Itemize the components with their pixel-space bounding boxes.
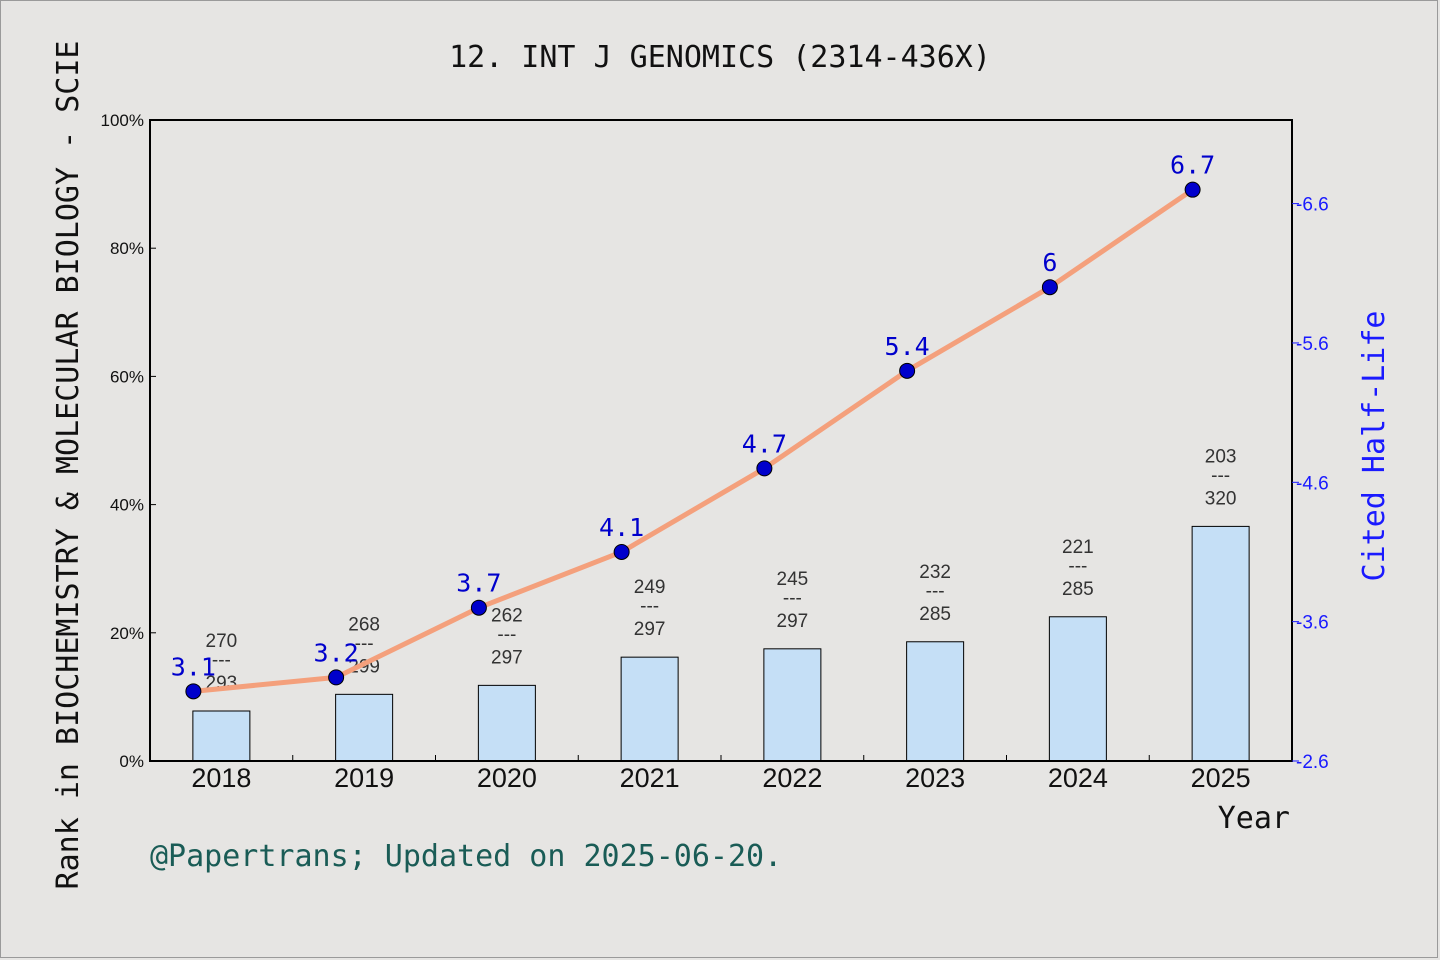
x-tick-label: 2025 <box>1191 763 1251 793</box>
line-series: 3.1 3.2 3.7 4.1 4.7 5.4 6 6.7 <box>171 151 1215 700</box>
line-point <box>185 683 202 700</box>
chart-title: 12. INT J GENOMICS (2314-436X) <box>449 40 991 75</box>
total-label: 285 <box>1062 579 1094 600</box>
rank-label: 268 <box>348 614 380 635</box>
right-tick-label: -2.6 <box>1296 752 1329 773</box>
x-tick-label: 2022 <box>762 763 822 793</box>
x-axis-ticks: 2018 2019 2020 2021 2022 2023 2024 2025 <box>149 755 1251 793</box>
rank-separator: --- <box>640 596 659 617</box>
half-life-line <box>193 187 1195 694</box>
bar <box>1191 525 1250 762</box>
total-label: 297 <box>634 619 666 640</box>
rank-separator: --- <box>783 588 802 609</box>
rank-label: 245 <box>777 569 809 590</box>
line-point <box>756 460 773 477</box>
x-tick-label: 2020 <box>477 763 537 793</box>
y-axis-ticks: 0% 20% 40% 60% 80% 100% <box>101 111 156 771</box>
right-tick-label: -4.6 <box>1296 473 1329 494</box>
line-value-label: 3.2 <box>314 638 359 667</box>
y-tick-label: 20% <box>110 624 144 643</box>
line-value-label: 6.7 <box>1170 151 1215 180</box>
line-value-label: 5.4 <box>885 332 930 361</box>
line-value-label: 4.1 <box>599 513 644 542</box>
total-label: 320 <box>1205 488 1237 509</box>
y-axis-label: Rank in BIOCHEMISTRY & MOLECULAR BIOLOGY… <box>51 41 86 890</box>
y-tick-label: 0% <box>119 752 144 771</box>
rank-label: 262 <box>491 605 523 626</box>
right-axis-label: Cited Half-Life <box>1357 311 1392 582</box>
line-point <box>1184 181 1201 198</box>
line-value-label: 3.1 <box>171 652 216 681</box>
x-tick-label: 2024 <box>1048 763 1108 793</box>
x-tick-label: 2023 <box>905 763 965 793</box>
bar <box>906 641 965 762</box>
rank-separator: --- <box>212 650 231 671</box>
x-tick-label: 2019 <box>334 763 394 793</box>
rank-label: 270 <box>206 631 238 652</box>
rank-separator: --- <box>1211 465 1230 486</box>
bar <box>620 656 679 762</box>
bar <box>763 648 822 762</box>
rank-label: 249 <box>634 577 666 598</box>
x-tick-label: 2018 <box>191 763 251 793</box>
rank-separator: --- <box>926 581 945 602</box>
line-value-label: 4.7 <box>742 429 787 458</box>
rank-label: 232 <box>919 562 951 583</box>
rank-separator: --- <box>355 633 374 654</box>
total-label: 285 <box>919 604 951 625</box>
line-point <box>613 543 630 560</box>
bar <box>192 710 251 762</box>
line-point <box>899 362 916 379</box>
bar <box>335 693 394 762</box>
total-label: 297 <box>777 611 809 632</box>
bar-series <box>192 525 1250 762</box>
line-value-label: 6 <box>1042 248 1057 277</box>
right-axis-ticks: -2.6 -3.6 -4.6 -5.6 -6.6 <box>1292 195 1329 773</box>
y-tick-label: 100% <box>101 111 144 130</box>
right-tick-label: -3.6 <box>1296 613 1329 634</box>
line-point <box>1041 279 1058 296</box>
rank-separator: --- <box>1068 556 1087 577</box>
bar <box>1048 616 1107 762</box>
line-value-label: 3.7 <box>456 569 501 598</box>
y-tick-label: 60% <box>110 367 144 386</box>
x-tick-label: 2021 <box>620 763 680 793</box>
update-note: @Papertrans; Updated on 2025-06-20. <box>150 839 782 874</box>
bar <box>477 684 536 762</box>
rank-label: 203 <box>1205 446 1237 467</box>
line-point <box>470 599 487 616</box>
rank-label: 221 <box>1062 537 1094 558</box>
line-point <box>328 669 345 686</box>
y-tick-label: 80% <box>110 239 144 258</box>
x-axis-label: Year <box>1218 801 1290 836</box>
rank-separator: --- <box>497 624 516 645</box>
right-tick-label: -6.6 <box>1296 195 1329 216</box>
total-label: 297 <box>491 647 523 668</box>
right-tick-label: -5.6 <box>1296 334 1329 355</box>
y-tick-label: 40% <box>110 496 144 515</box>
